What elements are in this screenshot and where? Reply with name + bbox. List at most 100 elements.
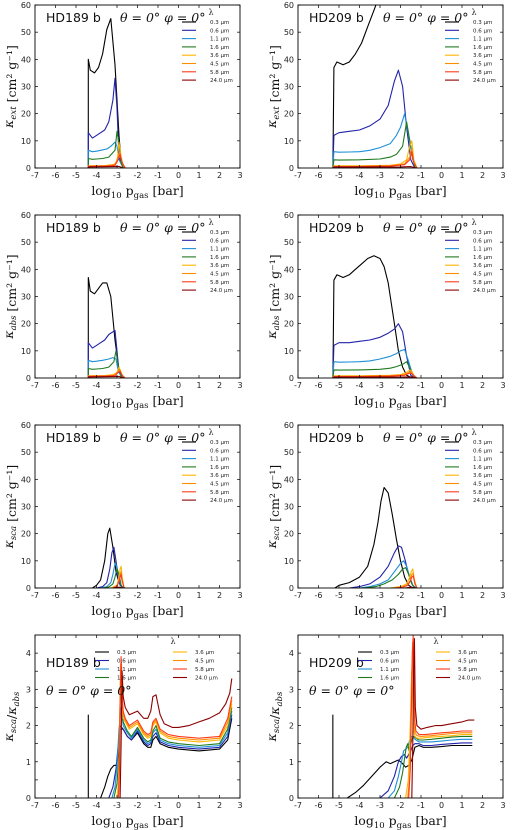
y-tick-label: 20 [284,530,294,539]
x-axis-label: log10 pgas [bar] [354,603,446,621]
legend-label: 24.0 μm [458,676,481,682]
x-tick-label: -7 [294,381,302,390]
x-tick-label: -4 [356,381,364,390]
x-tick-label: -6 [315,801,323,810]
legend-label: 1.1 μm [210,247,229,253]
legend-label: 4.5 μm [473,62,492,68]
legend-label: 0.6 μm [117,659,136,665]
legend-label: 3.6 μm [195,650,214,656]
x-tick-label: -6 [52,171,60,180]
legend-label: 4.5 μm [210,272,229,278]
legend-label: 0.6 μm [473,238,492,244]
x-axis-label: log10 pgas [bar] [354,183,446,201]
legend-label: 0.3 μm [210,230,229,236]
legend-label: 5.8 μm [473,490,492,496]
x-tick-label: -5 [72,801,80,810]
x-tick-label: -1 [154,381,162,390]
y-tick-label: 30 [21,503,31,512]
x-tick-label: -7 [31,801,39,810]
series-line-0-6m [379,742,473,798]
x-tick-label: 0 [439,381,444,390]
legend-label: 1.1 μm [473,247,492,253]
legend-label: 0.6 μm [473,28,492,34]
y-tick-label: 0 [26,794,31,803]
x-tick-label: 0 [176,171,181,180]
y-tick-label: 50 [21,448,31,457]
x-tick-label: -3 [376,171,384,180]
series-line-1-6m [332,121,416,168]
x-tick-label: -7 [294,801,302,810]
x-tick-label: 3 [237,171,242,180]
legend-label: 24.0 μm [210,498,233,504]
y-axis-label: κsca/κabs [1,691,22,742]
y-tick-label: 0 [289,164,294,173]
chart-panel-h: -7 -6 -5 -4 -3 -2 -1 0 1 2 3 0 1 2 3 4 log10 pgas [bar] κ… [264,634,506,830]
legend-title: λ [208,8,213,17]
legend-label: 0.6 μm [210,448,229,454]
x-tick-label: -3 [376,381,384,390]
legend-label: 0.6 μm [210,28,229,34]
series-line-24-0m [411,638,475,798]
y-tick-label: 0 [26,584,31,593]
x-tick-label: 3 [500,171,505,180]
series-line-5-8m [118,656,233,798]
y-tick-label: 3 [26,685,31,694]
legend-title: λ [471,8,476,17]
y-tick-label: 0 [26,164,31,173]
series-line-0-3m [332,5,377,168]
series-line-1-6m [102,568,124,588]
x-tick-label: -2 [397,801,405,810]
y-axis-label: κsca [cm² g⁻¹] [1,465,19,550]
x-tick-label: -2 [134,381,142,390]
y-tick-label: 10 [21,137,31,146]
y-tick-label: 30 [284,293,294,302]
x-tick-label: -7 [31,381,39,390]
x-tick-label: -1 [154,171,162,180]
legend-label: 3.6 μm [473,53,492,59]
y-tick-label: 30 [21,293,31,302]
legend-label: 0.3 μm [473,20,492,26]
angle-annotation: θ = 0° φ = 0° [383,430,469,445]
legend: λ 0.3 μm 0.6 μm 1.1 μm 1.6 μm 3.6 μm 4.5 μm 5.8… [182,8,233,84]
x-tick-label: 0 [176,801,181,810]
x-tick-label: 1 [196,381,201,390]
series-line-0-6m [108,714,233,798]
x-tick-label: 2 [217,591,222,600]
x-tick-label: 2 [480,801,485,810]
y-tick-label: 40 [21,475,31,484]
legend: λ 0.3 μm 0.6 μm 1.1 μm 1.6 μm 3.6 μm 4.5 μm 5.8… [445,428,496,504]
x-tick-label: -2 [397,171,405,180]
legend: λ 0.3 μm 0.6 μm 1.1 μm 1.6 μm 3.6 μm 4.5 μm 5.8… [95,637,218,682]
y-tick-label: 50 [21,28,31,37]
legend-label: 1.1 μm [210,457,229,463]
y-tick-label: 20 [21,320,31,329]
angle-annotation: θ = 0° φ = 0° [46,683,132,698]
series-line-24-0m [87,375,124,378]
angle-annotation: θ = 0° φ = 0° [120,430,206,445]
legend-label: 0.3 μm [210,440,229,446]
y-tick-label: 3 [289,685,294,694]
series-line-3-6m [332,140,418,168]
panel-title: HD209 b [309,220,364,235]
x-tick-label: 0 [176,591,181,600]
x-tick-label: 2 [217,801,222,810]
x-tick-label: 1 [196,171,201,180]
x-tick-label: -5 [72,381,80,390]
legend-label: 1.1 μm [473,37,492,43]
series-line-0-3m [346,744,473,798]
x-tick-label: -4 [356,171,364,180]
x-tick-label: -5 [335,801,343,810]
x-tick-label: -7 [31,591,39,600]
legend-label: 0.3 μm [210,20,229,26]
legend-label: 5.8 μm [458,667,477,673]
y-tick-label: 10 [21,557,31,566]
x-tick-label: -6 [315,171,323,180]
y-tick-label: 10 [284,347,294,356]
x-axis-label: log10 pgas [bar] [354,813,446,830]
series-line-1-6m [332,361,416,378]
legend-label: 1.6 μm [210,255,229,261]
